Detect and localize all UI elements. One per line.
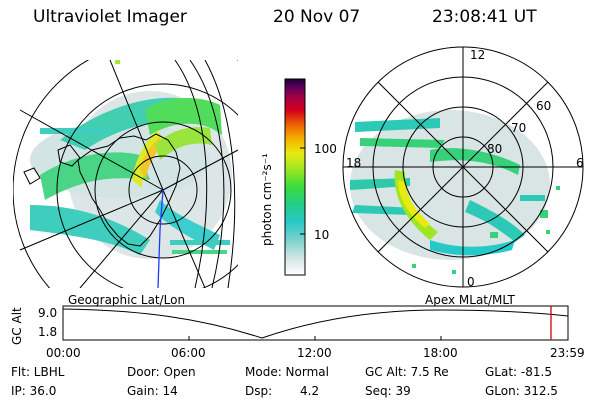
door-info: Door: Open xyxy=(127,365,196,379)
dsp-label: Dsp: xyxy=(245,384,273,398)
seq-info: Seq: 39 xyxy=(365,384,411,398)
glat-info: GLat: -81.5 xyxy=(485,365,552,379)
timeline-ylabel: GC Alt xyxy=(10,307,24,345)
timeline-xtick-1200: 12:00 xyxy=(297,346,332,360)
mlt-label-18: 18 xyxy=(346,156,362,170)
dsp-value: 4.2 xyxy=(300,384,320,398)
glon-info: GLon: 312.5 xyxy=(485,384,558,398)
mlt-label-6: 6 xyxy=(576,156,584,170)
timeline-xtick-1800: 18:00 xyxy=(423,346,458,360)
gain-info: Gain: 14 xyxy=(127,384,178,398)
filter-info: Flt: LBHL xyxy=(11,365,65,379)
mlt-label-12: 12 xyxy=(470,48,486,62)
mlat-label-60: 60 xyxy=(536,99,552,113)
timeline-xtick-0600: 06:00 xyxy=(171,346,206,360)
timeline-ytick-9: 9.0 xyxy=(38,306,58,320)
time-label: 23:08:41 UT xyxy=(432,7,537,27)
apex-panel-label: Apex MLat/MLT xyxy=(425,293,515,307)
colorbar-tick-100: 100 xyxy=(314,142,337,156)
colorbar xyxy=(284,78,306,276)
mlt-label-0: 0 xyxy=(467,275,475,289)
instrument-title: Ultraviolet Imager xyxy=(33,7,187,27)
mlat-label-70: 70 xyxy=(511,121,527,135)
timeline-xtick-2359: 23:59 xyxy=(550,346,585,360)
date-label: 20 Nov 07 xyxy=(273,7,361,27)
timeline-xtick-0000: 00:00 xyxy=(46,346,81,360)
timeline-ytick-1: 1.8 xyxy=(38,325,58,339)
geo-panel-label: Geographic Lat/Lon xyxy=(68,293,186,307)
mode-info: Mode: Normal xyxy=(245,365,329,379)
gc-alt-info: GC Alt: 7.5 Re xyxy=(365,365,449,379)
mlat-label-80: 80 xyxy=(487,142,503,156)
colorbar-tick-10: 10 xyxy=(314,228,330,242)
ip-info: IP: 36.0 xyxy=(11,384,57,398)
